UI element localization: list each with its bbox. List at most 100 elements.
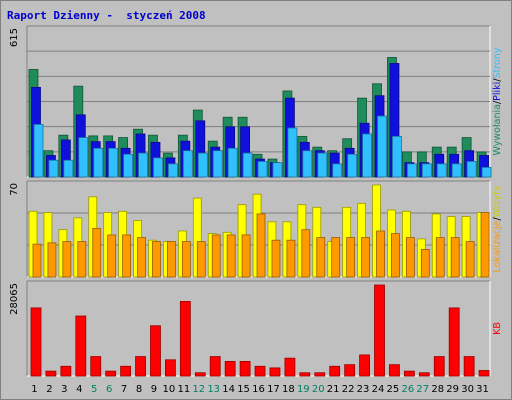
bar-strony-day-2	[48, 159, 59, 178]
x-tick-label-day-5: 5	[91, 384, 97, 395]
bar-kb-day-30	[463, 356, 475, 377]
bar-lokalizacje-day-27	[420, 248, 430, 278]
bar-kb-day-25	[389, 364, 400, 377]
x-tick-label-day-15: 15	[237, 384, 250, 395]
bar-lokalizacje-day-19	[301, 229, 311, 278]
bar-strony-day-8	[138, 152, 148, 178]
x-tick-label-day-9: 9	[151, 384, 157, 395]
panel-3-series-label: KB	[492, 322, 503, 335]
bar-kb-day-18	[284, 357, 296, 377]
bar-kb-day-8	[135, 356, 146, 377]
bar-kb-day-12	[194, 372, 206, 377]
bar-strony-day-5	[93, 147, 104, 178]
bar-kb-day-3	[60, 365, 72, 377]
panel-1-ymax-label: 615	[9, 28, 20, 47]
x-tick-label-day-6: 6	[106, 384, 112, 395]
bar-kb-day-29	[448, 307, 460, 377]
bar-strony-day-28	[436, 163, 447, 178]
x-tick-label-day-28: 28	[431, 384, 444, 395]
bar-strony-day-31	[481, 167, 492, 178]
bar-kb-day-9	[150, 325, 161, 377]
bar-kb-day-6	[105, 370, 117, 377]
bar-strony-day-14	[227, 147, 238, 178]
bar-strony-day-21	[332, 163, 343, 178]
panel-1-series-label: Wywołania/Pliki/Strony	[492, 47, 503, 155]
bar-kb-day-16	[254, 365, 266, 377]
bar-kb-day-4	[75, 315, 87, 377]
bar-kb-day-21	[329, 365, 341, 377]
bar-lokalizacje-day-1	[32, 243, 42, 278]
panel-3-plot-area	[27, 281, 490, 376]
x-tick-label-day-17: 17	[267, 384, 280, 395]
bar-kb-day-1	[30, 307, 42, 377]
bar-kb-day-27	[418, 372, 430, 377]
x-tick-label-day-4: 4	[76, 384, 82, 395]
bar-strony-day-17	[272, 162, 283, 178]
bar-kb-day-23	[359, 354, 370, 377]
x-tick-label-day-26: 26	[401, 384, 414, 395]
series-label-part: KB	[492, 322, 503, 335]
bar-strony-day-27	[421, 163, 432, 178]
bar-lokalizacje-day-14	[226, 234, 236, 278]
bar-lokalizacje-day-25	[391, 233, 400, 278]
bar-strony-day-3	[63, 159, 74, 178]
series-label-part: /	[492, 100, 503, 104]
bar-strony-day-20	[317, 152, 328, 178]
x-tick-label-day-11: 11	[177, 384, 190, 395]
bar-kb-day-10	[165, 359, 176, 377]
series-label-part: Pliki	[492, 82, 503, 101]
x-tick-label-day-3: 3	[61, 384, 67, 395]
bar-lokalizacje-day-24	[376, 230, 385, 278]
bar-strony-day-22	[347, 153, 358, 178]
bar-strony-day-1	[33, 124, 44, 178]
bar-lokalizacje-day-13	[211, 234, 221, 278]
bar-kb-day-20	[314, 372, 326, 377]
x-tick-label-day-18: 18	[282, 384, 295, 395]
bar-kb-day-17	[269, 367, 281, 377]
x-tick-label-day-19: 19	[297, 384, 310, 395]
bar-kb-day-2	[45, 370, 57, 377]
x-tick-label-day-25: 25	[387, 384, 400, 395]
bar-lokalizacje-day-20	[316, 237, 326, 278]
x-tick-label-day-2: 2	[46, 384, 52, 395]
series-label-part: Wywołania	[492, 104, 503, 155]
x-tick-label-day-14: 14	[222, 384, 235, 395]
bar-lokalizacje-day-16	[256, 213, 266, 278]
x-tick-label-day-23: 23	[357, 384, 370, 395]
bar-kb-day-14	[224, 361, 236, 377]
bar-strony-day-9	[153, 157, 163, 178]
bar-strony-day-29	[451, 163, 462, 178]
bar-kb-day-26	[403, 370, 415, 377]
bar-kb-day-22	[344, 364, 356, 377]
bar-kb-day-5	[90, 356, 102, 377]
bar-lokalizacje-day-28	[435, 237, 445, 278]
bar-lokalizacje-day-7	[122, 234, 132, 278]
x-tick-label-day-24: 24	[372, 384, 385, 395]
x-tick-label-day-31: 31	[476, 384, 489, 395]
bar-lokalizacje-day-11	[181, 241, 191, 278]
x-tick-label-day-30: 30	[461, 384, 474, 395]
x-tick-label-day-12: 12	[192, 384, 205, 395]
bar-strony-day-4	[78, 137, 89, 178]
bar-lokalizacje-day-9	[152, 241, 161, 278]
bar-strony-day-15	[242, 152, 253, 178]
x-tick-label-day-7: 7	[121, 384, 127, 395]
bar-strony-day-25	[392, 135, 402, 178]
bar-lokalizacje-day-23	[361, 237, 370, 278]
bar-strony-day-11	[182, 150, 193, 178]
x-tick-label-day-22: 22	[342, 384, 355, 395]
series-label-part: Wizyty	[492, 185, 503, 217]
bar-kb-day-15	[239, 361, 251, 377]
bar-lokalizacje-day-30	[465, 241, 475, 278]
bar-lokalizacje-day-21	[331, 237, 341, 278]
bar-lokalizacje-day-22	[346, 237, 356, 278]
x-tick-label-day-8: 8	[136, 384, 142, 395]
bar-strony-day-19	[302, 150, 313, 178]
bar-lokalizacje-day-10	[167, 241, 176, 278]
bar-strony-day-7	[123, 153, 134, 178]
bar-strony-day-16	[257, 161, 268, 178]
bar-strony-day-10	[168, 163, 178, 178]
series-label-part: Lokalizacje	[492, 220, 503, 272]
x-tick-label-day-29: 29	[446, 384, 459, 395]
